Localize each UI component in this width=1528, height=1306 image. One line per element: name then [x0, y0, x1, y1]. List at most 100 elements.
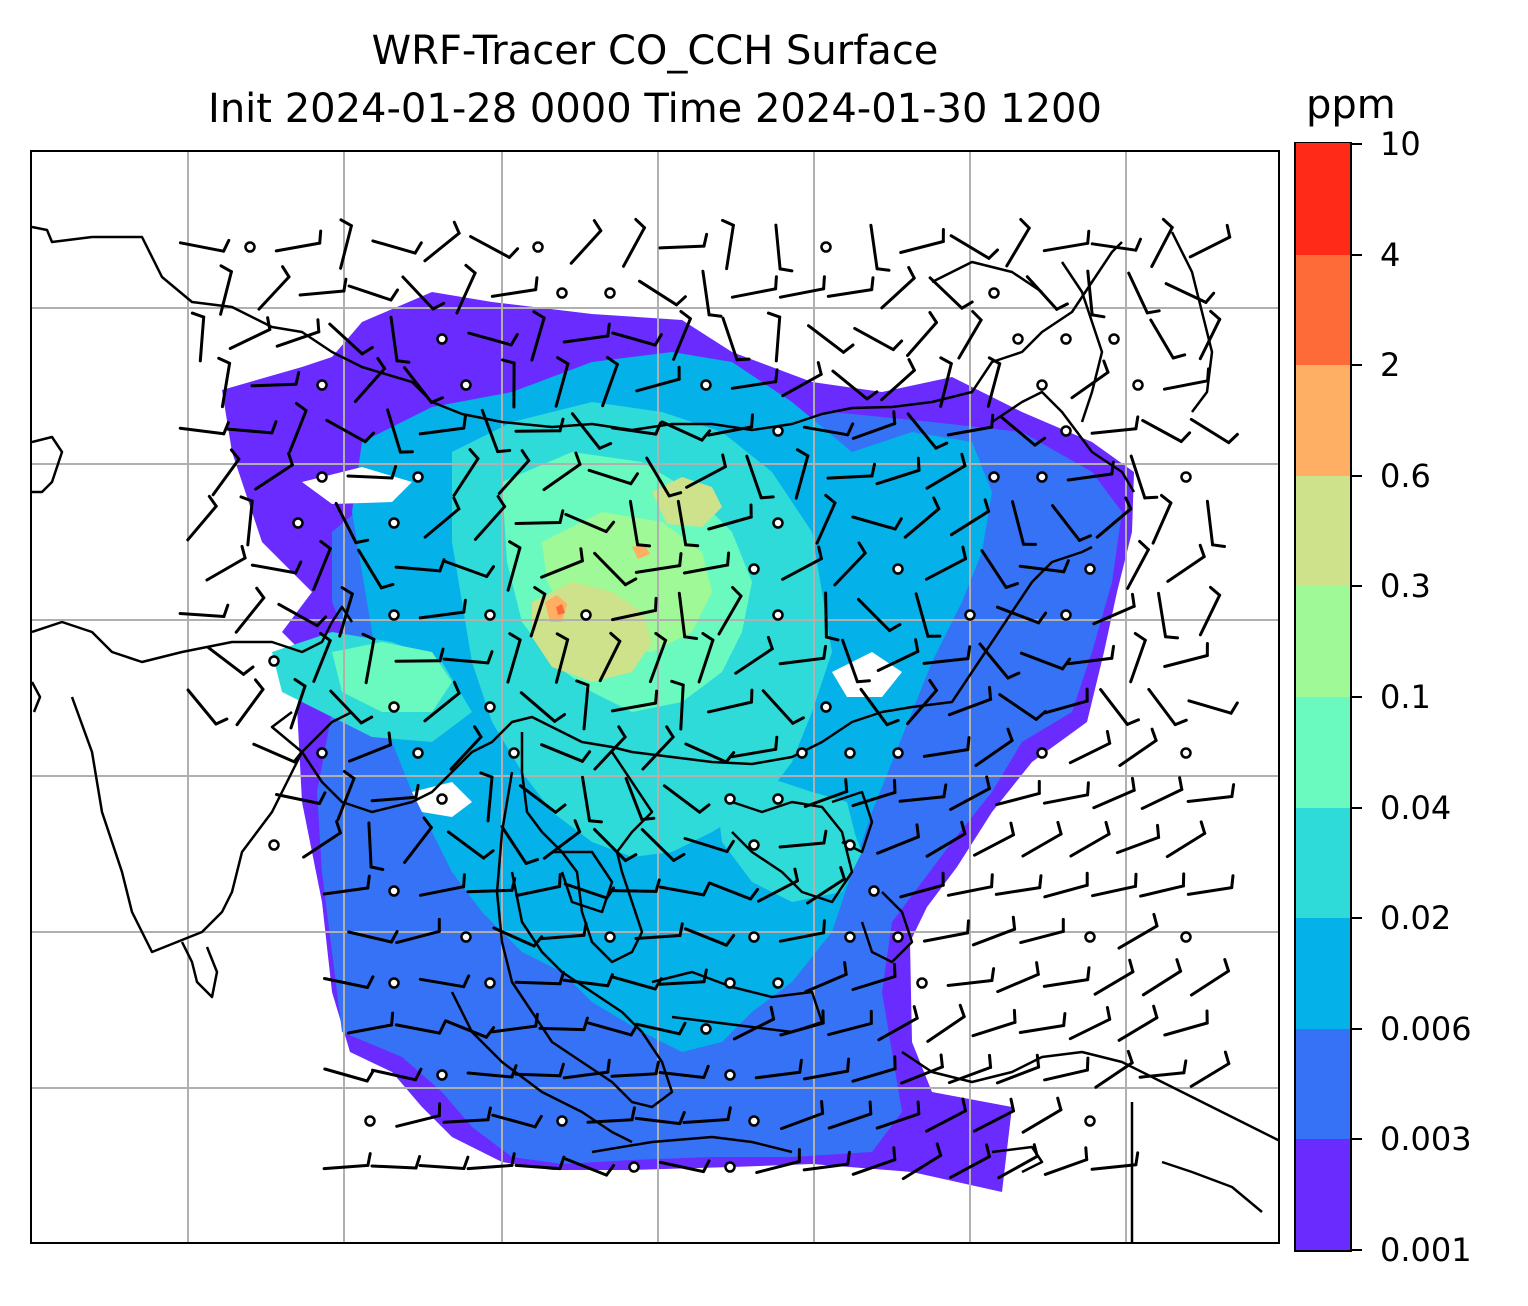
wind-barb-shaft — [1019, 929, 1065, 945]
wind-barb-flag — [912, 1005, 919, 1020]
wind-barb-shaft — [648, 638, 668, 684]
wind-barb-shaft — [442, 1118, 490, 1124]
wind-barb-flag — [1062, 1012, 1067, 1027]
wind-barb-shaft — [418, 885, 466, 897]
wind-barb-shaft — [957, 318, 983, 360]
wind-barb-flag — [961, 545, 967, 561]
colorbar-tick-label: 4 — [1380, 235, 1401, 274]
wind-barb-flag — [582, 1016, 589, 1032]
wind-barb-shaft — [562, 1070, 610, 1080]
wind-barb-shaft — [274, 241, 322, 253]
calm-wind-circle — [964, 609, 976, 621]
wind-barb-shaft — [1021, 1108, 1063, 1134]
wind-barb-shaft — [220, 361, 232, 409]
coastline — [180, 941, 219, 999]
coastline — [32, 225, 1123, 432]
wind-barb-shaft — [1090, 1163, 1138, 1171]
colorbar-tick — [1352, 806, 1362, 809]
wind-barb-shaft — [186, 688, 218, 726]
wind-barb-shaft — [1021, 832, 1063, 858]
coastline — [991, 390, 1136, 493]
calm-wind-circle — [268, 655, 280, 667]
wind-barb-flag — [1150, 727, 1158, 742]
calm-wind-circle — [1060, 425, 1072, 437]
wind-barb-flag — [229, 448, 241, 461]
wind-barb-flag — [653, 977, 663, 991]
wind-barb-shaft — [610, 426, 658, 436]
wind-barb-shaft — [906, 321, 938, 357]
wind-barb-flag — [520, 449, 531, 463]
wind-barb-shaft — [880, 276, 916, 310]
wind-barb-flag — [414, 1155, 422, 1170]
wind-barb-flag — [892, 410, 897, 426]
calm-wind-circle — [868, 885, 880, 897]
wind-barb-flag — [1056, 1096, 1063, 1112]
wind-barb-shaft — [497, 459, 531, 495]
wind-barb-flag — [1179, 431, 1192, 443]
wind-barb-shaft — [635, 1022, 681, 1036]
wind-barb-flag — [1204, 291, 1216, 304]
calm-wind-circle — [748, 931, 760, 943]
wind-barb-flag — [907, 358, 916, 372]
wind-barb-flag — [1061, 657, 1072, 671]
wind-barb-flag — [510, 877, 517, 892]
calm-wind-circle — [388, 517, 400, 529]
wind-barb-flag — [508, 540, 522, 550]
wind-barb-flag — [983, 498, 991, 513]
wind-barb-shaft — [1129, 638, 1147, 684]
wind-barb-flag — [1225, 223, 1232, 239]
wind-barb-flag — [534, 1012, 539, 1028]
calm-wind-circle — [772, 977, 784, 989]
wind-barb-shaft — [449, 735, 483, 771]
wind-barb-shaft — [707, 515, 753, 531]
wind-barb-flag — [670, 679, 685, 687]
calm-wind-circle — [700, 379, 712, 391]
wind-barb-flag — [479, 771, 494, 779]
wind-barb-flag — [721, 453, 727, 469]
wind-barb-flag — [843, 961, 848, 976]
wind-barb-shaft — [346, 474, 394, 480]
calm-wind-circle — [820, 701, 832, 713]
wind-barb-shaft — [851, 1067, 897, 1083]
wind-barb-shaft — [634, 934, 682, 940]
wind-barb-shaft — [684, 742, 728, 764]
wind-barb-flag — [533, 586, 547, 596]
wind-barb-shaft — [323, 1067, 369, 1083]
wind-barb-shaft — [1018, 1024, 1066, 1034]
wind-barb-flag — [1012, 1008, 1017, 1024]
wind-barb-flag — [822, 644, 827, 660]
wind-barb-flag — [653, 333, 663, 347]
colorbar-tick-label: 0.1 — [1380, 678, 1431, 716]
coastline — [32, 435, 64, 494]
calm-wind-circle — [460, 931, 472, 943]
wind-barb-flag — [1006, 727, 1014, 742]
wind-barb-shaft — [466, 1071, 514, 1079]
wind-barb-shaft — [1147, 687, 1177, 727]
wind-barb-shaft — [540, 559, 584, 579]
calm-wind-circle — [292, 517, 304, 529]
calm-wind-circle — [604, 931, 616, 943]
wind-barb-shaft — [570, 412, 602, 450]
wind-barb-shaft — [826, 288, 874, 298]
concentration-field — [222, 292, 1134, 1192]
wind-barb-flag — [1086, 966, 1091, 982]
calm-wind-circle — [436, 333, 448, 345]
wind-barb-shaft — [610, 1072, 658, 1078]
wind-barb-shaft — [389, 315, 399, 363]
wind-barb-flag — [438, 647, 445, 663]
wind-barb-shaft — [999, 415, 1037, 447]
wind-barb-flag — [606, 356, 619, 366]
wind-barb-shaft — [418, 977, 466, 989]
wind-barb-flag — [1038, 874, 1043, 890]
wind-barb-flag — [875, 267, 891, 272]
wind-barb-shaft — [658, 244, 706, 250]
wind-barb-shaft — [807, 324, 845, 354]
colorbar-segment — [1296, 364, 1350, 476]
wind-barb-flag — [462, 598, 467, 614]
wind-barb-shaft — [1165, 831, 1207, 859]
wind-barb-shaft — [806, 877, 846, 905]
wind-barb-flag — [630, 1106, 636, 1122]
wind-barb-flag — [319, 631, 332, 643]
wind-barb-shaft — [949, 1155, 991, 1179]
wind-barb-shaft — [322, 886, 370, 896]
